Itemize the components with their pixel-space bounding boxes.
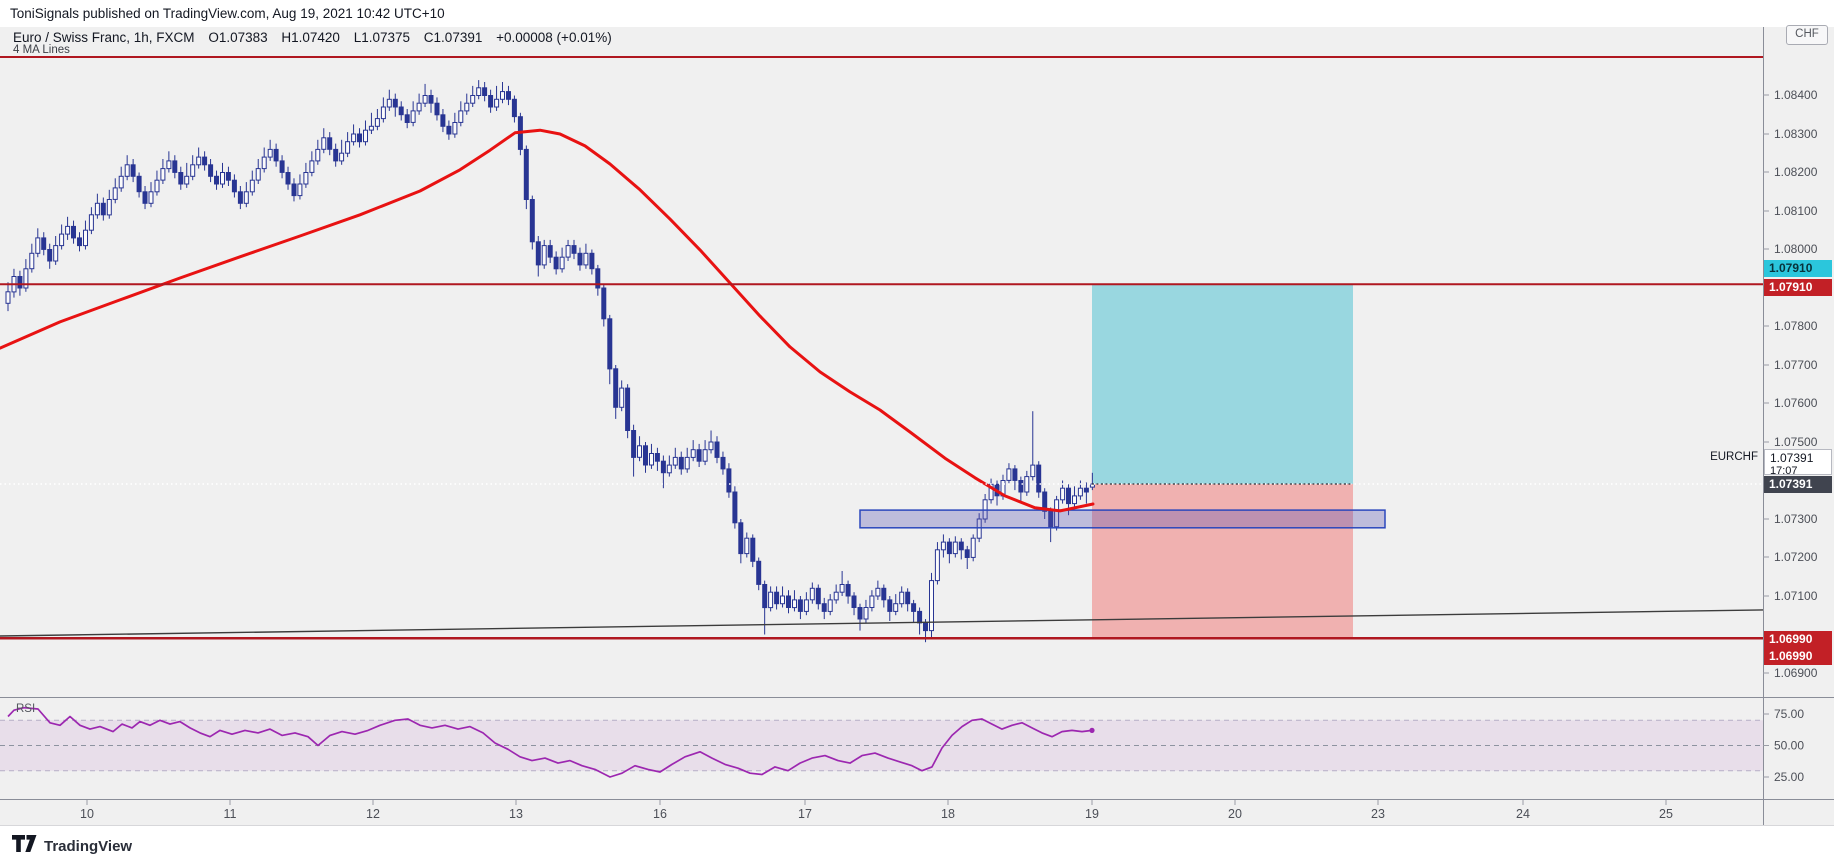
bar-countdown: 17:07 [1770, 465, 1798, 477]
svg-text:1.07500: 1.07500 [1774, 435, 1818, 449]
svg-text:16: 16 [653, 807, 667, 821]
rsi-indicator-label: RSI [16, 703, 36, 715]
svg-text:20: 20 [1228, 807, 1242, 821]
price-axis[interactable]: 1.08400 1.08300 1.08200 1.08100 1.08000 1.078… [1763, 88, 1818, 784]
price-flag-red: 1.07910 [1764, 279, 1832, 296]
svg-text:1.08300: 1.08300 [1774, 127, 1818, 141]
svg-text:50.00: 50.00 [1774, 739, 1804, 753]
price-flag-red: 1.06990 [1764, 648, 1832, 665]
publisher-line: ToniSignals published on TradingView.com… [10, 6, 445, 21]
candles-layer [5, 80, 1095, 643]
svg-text:1.07300: 1.07300 [1774, 512, 1818, 526]
svg-text:17: 17 [798, 807, 812, 821]
rsi-pane [0, 706, 1763, 778]
trendline[interactable] [0, 609, 1764, 637]
svg-text:1.07800: 1.07800 [1774, 319, 1818, 333]
svg-text:1.08400: 1.08400 [1774, 88, 1818, 102]
price-flag-dark: 1.07391 [1764, 476, 1832, 493]
countdown-price: 1.07391 [1770, 451, 1814, 465]
svg-text:1.07600: 1.07600 [1774, 396, 1818, 410]
svg-text:1.08200: 1.08200 [1774, 165, 1818, 179]
svg-text:75.00: 75.00 [1774, 707, 1804, 721]
rsi-last-value-dot [1089, 727, 1095, 734]
ma-indicator-label: 4 MA Lines [13, 44, 70, 56]
ohlc-close: C1.07391 [423, 30, 483, 45]
svg-text:23: 23 [1371, 807, 1385, 821]
countdown-price-flag: 1.07391 17:07 [1764, 449, 1832, 477]
svg-text:25.00: 25.00 [1774, 770, 1804, 784]
time-axis[interactable]: 10 11 12 13 16 17 18 19 20 23 24 25 [80, 800, 1673, 821]
svg-text:13: 13 [509, 807, 523, 821]
svg-text:1.08100: 1.08100 [1774, 204, 1818, 218]
ohlc-open: O1.07383 [208, 30, 268, 45]
symbol-title: Euro / Swiss Franc, 1h, FXCM [13, 30, 195, 45]
svg-text:1.06900: 1.06900 [1774, 666, 1818, 680]
ohlc-low: L1.07375 [353, 30, 411, 45]
supply-zone-rect[interactable] [859, 509, 1386, 529]
symbol-legend: Euro / Swiss Franc, 1h, FXCM O1.07383 H1… [13, 30, 622, 45]
svg-text:12: 12 [366, 807, 380, 821]
svg-text:18: 18 [941, 807, 955, 821]
price-flag-red: 1.06990 [1764, 631, 1832, 648]
long-position-tool[interactable] [1092, 284, 1353, 638]
tradingview-logo-icon [12, 835, 37, 857]
currency-badge[interactable]: CHF [1786, 25, 1828, 45]
svg-text:1.07200: 1.07200 [1774, 550, 1818, 564]
tradingview-footer[interactable]: TradingView [12, 835, 132, 857]
svg-text:1.07700: 1.07700 [1774, 358, 1818, 372]
svg-text:25: 25 [1659, 807, 1673, 821]
svg-text:10: 10 [80, 807, 94, 821]
svg-text:1.07100: 1.07100 [1774, 589, 1818, 603]
ma-line [0, 128, 1095, 513]
svg-text:11: 11 [224, 807, 237, 821]
symbol-countdown-marker: EURCHF [1710, 451, 1758, 463]
pane-background [0, 27, 1834, 825]
rsi-line [7, 706, 1093, 778]
svg-text:19: 19 [1085, 807, 1099, 821]
price-flag-cyan: 1.07910 [1764, 260, 1832, 277]
ohlc-high: H1.07420 [281, 30, 340, 45]
svg-text:1.08000: 1.08000 [1774, 242, 1818, 256]
ohlc-change: +0.00008 (+0.01%) [496, 30, 612, 45]
svg-text:24: 24 [1516, 807, 1530, 821]
tradingview-brand-text: TradingView [44, 837, 133, 855]
